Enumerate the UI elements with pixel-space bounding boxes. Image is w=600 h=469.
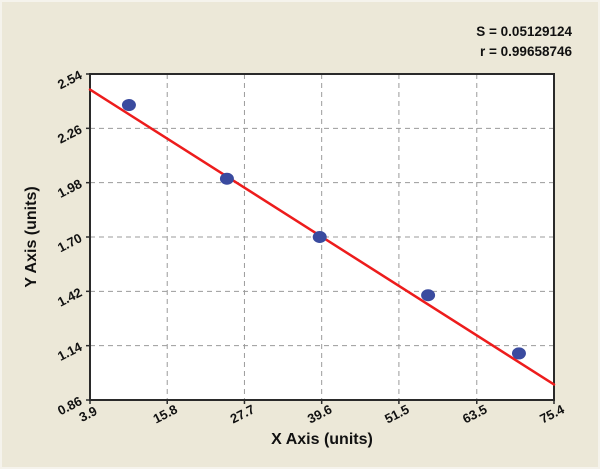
data-point	[121, 99, 136, 112]
stat-s-value: S = 0.05129124	[476, 24, 572, 39]
y-axis-title: Y Axis (units)	[23, 186, 40, 288]
x-tick-label: 3.9	[76, 403, 99, 425]
data-point	[421, 289, 436, 302]
stat-r-value: r = 0.99658746	[480, 44, 572, 59]
data-point	[511, 347, 526, 360]
fit-statistics: S = 0.05129124 r = 0.99658746	[476, 22, 572, 62]
data-point	[219, 172, 234, 185]
data-point	[312, 231, 327, 243]
x-axis-title: X Axis (units)	[271, 431, 373, 448]
